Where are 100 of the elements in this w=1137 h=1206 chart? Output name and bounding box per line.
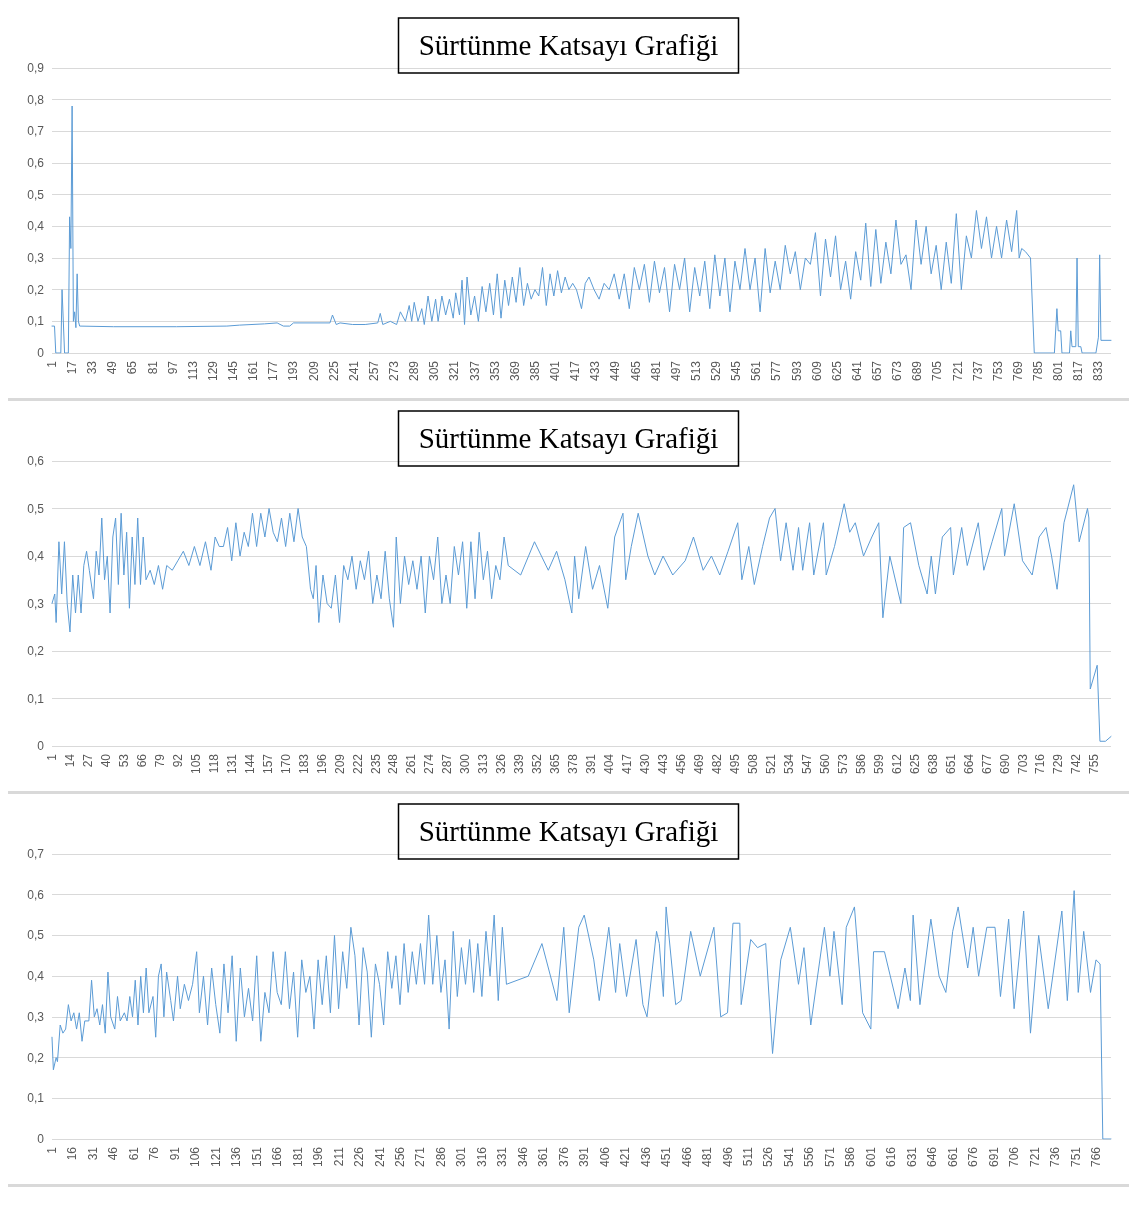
x-tick-label: 391 bbox=[584, 753, 599, 775]
chart-title: Sürtünme Katsayı Grafiği bbox=[418, 421, 719, 454]
x-tick-label: 541 bbox=[781, 1146, 796, 1168]
x-tick-label: 481 bbox=[648, 360, 663, 382]
x-tick-label: 561 bbox=[749, 360, 764, 382]
x-tick-label: 482 bbox=[709, 753, 724, 775]
x-tick-label: 177 bbox=[266, 360, 281, 382]
x-tick-label: 609 bbox=[809, 360, 824, 382]
x-tick-label: 755 bbox=[1087, 753, 1102, 775]
x-tick-label: 91 bbox=[167, 1146, 182, 1161]
chart-title: Sürtünme Katsayı Grafiği bbox=[418, 28, 719, 61]
x-tick-label: 17 bbox=[65, 360, 80, 375]
x-tick-label: 151 bbox=[249, 1146, 264, 1168]
x-tick-label: 46 bbox=[106, 1146, 121, 1161]
x-tick-label: 33 bbox=[85, 360, 100, 375]
y-tick-label: 0 bbox=[37, 739, 45, 753]
x-tick-label: 261 bbox=[404, 753, 419, 775]
x-tick-label: 436 bbox=[638, 1146, 653, 1168]
x-tick-label: 481 bbox=[700, 1146, 715, 1168]
x-tick-label: 511 bbox=[740, 1146, 755, 1167]
x-tick-label: 421 bbox=[618, 1146, 633, 1168]
x-tick-label: 331 bbox=[495, 1146, 510, 1168]
x-tick-label: 196 bbox=[311, 1146, 326, 1168]
x-tick-label: 690 bbox=[997, 753, 1012, 775]
x-tick-label: 646 bbox=[925, 1146, 940, 1168]
x-tick-label: 131 bbox=[224, 753, 239, 775]
x-tick-label: 241 bbox=[346, 360, 361, 382]
x-tick-label: 193 bbox=[286, 360, 301, 382]
x-tick-label: 209 bbox=[306, 360, 321, 382]
x-tick-label: 801 bbox=[1051, 360, 1066, 382]
x-tick-label: 136 bbox=[229, 1146, 244, 1168]
x-tick-label: 534 bbox=[781, 753, 796, 775]
x-tick-label: 145 bbox=[226, 360, 241, 382]
x-tick-label: 769 bbox=[1010, 360, 1025, 382]
x-tick-label: 289 bbox=[407, 360, 422, 382]
x-tick-label: 1 bbox=[45, 753, 59, 761]
x-tick-label: 1 bbox=[45, 360, 59, 368]
x-tick-label: 577 bbox=[769, 360, 784, 382]
x-tick-label: 729 bbox=[1051, 753, 1066, 775]
x-tick-label: 721 bbox=[950, 360, 965, 382]
x-tick-label: 305 bbox=[427, 360, 442, 382]
x-tick-label: 817 bbox=[1071, 360, 1086, 382]
x-tick-label: 92 bbox=[170, 753, 185, 768]
y-tick-label: 0,3 bbox=[27, 596, 45, 611]
y-tick-label: 0,4 bbox=[27, 549, 45, 563]
x-tick-label: 560 bbox=[817, 753, 832, 775]
x-tick-label: 496 bbox=[720, 1146, 735, 1168]
x-tick-label: 365 bbox=[548, 753, 563, 775]
x-tick-label: 118 bbox=[206, 753, 221, 774]
x-tick-label: 105 bbox=[188, 753, 203, 775]
x-tick-label: 361 bbox=[536, 1146, 551, 1168]
y-tick-label: 0,3 bbox=[27, 1009, 45, 1024]
x-tick-label: 376 bbox=[556, 1146, 571, 1168]
x-tick-label: 76 bbox=[147, 1146, 162, 1161]
x-tick-label: 495 bbox=[727, 753, 742, 775]
x-tick-label: 273 bbox=[387, 360, 402, 382]
x-tick-label: 593 bbox=[789, 360, 804, 382]
x-tick-label: 287 bbox=[440, 753, 455, 775]
x-tick-label: 465 bbox=[628, 360, 643, 382]
x-tick-label: 641 bbox=[849, 360, 864, 382]
x-tick-label: 586 bbox=[853, 753, 868, 775]
x-tick-label: 144 bbox=[242, 753, 257, 775]
x-tick-label: 430 bbox=[638, 753, 653, 775]
x-tick-label: 751 bbox=[1068, 1146, 1083, 1168]
x-tick-label: 256 bbox=[393, 1146, 407, 1168]
x-tick-label: 742 bbox=[1069, 753, 1084, 775]
x-tick-label: 391 bbox=[577, 1146, 592, 1168]
x-tick-label: 61 bbox=[126, 1146, 141, 1161]
x-tick-label: 443 bbox=[656, 753, 671, 775]
x-tick-label: 545 bbox=[729, 360, 744, 382]
x-tick-label: 257 bbox=[366, 360, 381, 382]
x-tick-label: 170 bbox=[278, 753, 293, 775]
x-tick-label: 113 bbox=[185, 360, 200, 381]
x-tick-label: 529 bbox=[709, 360, 724, 382]
x-tick-label: 664 bbox=[961, 753, 976, 775]
x-tick-label: 736 bbox=[1048, 1146, 1063, 1168]
x-tick-label: 369 bbox=[507, 360, 522, 382]
x-tick-label: 521 bbox=[763, 753, 778, 775]
x-tick-label: 225 bbox=[326, 360, 341, 382]
x-tick-label: 703 bbox=[1015, 753, 1030, 775]
x-tick-label: 833 bbox=[1091, 360, 1106, 382]
x-tick-label: 79 bbox=[152, 753, 167, 768]
x-tick-label: 248 bbox=[386, 753, 401, 775]
x-tick-label: 326 bbox=[494, 753, 509, 775]
y-tick-label: 0,9 bbox=[27, 61, 45, 75]
x-tick-label: 406 bbox=[597, 1146, 612, 1168]
y-tick-label: 0,1 bbox=[27, 314, 45, 329]
x-tick-label: 677 bbox=[979, 753, 994, 775]
x-tick-label: 737 bbox=[970, 360, 985, 382]
x-tick-label: 638 bbox=[925, 753, 940, 775]
x-tick-label: 161 bbox=[246, 360, 261, 382]
x-tick-label: 456 bbox=[674, 753, 689, 775]
x-tick-label: 300 bbox=[458, 753, 473, 775]
x-tick-label: 211 bbox=[331, 1146, 346, 1167]
x-tick-label: 556 bbox=[802, 1146, 817, 1168]
x-tick-label: 97 bbox=[165, 360, 180, 375]
y-tick-label: 0,1 bbox=[27, 691, 45, 706]
x-tick-label: 378 bbox=[566, 753, 581, 775]
x-tick-label: 157 bbox=[260, 753, 275, 775]
x-tick-label: 612 bbox=[889, 753, 904, 775]
